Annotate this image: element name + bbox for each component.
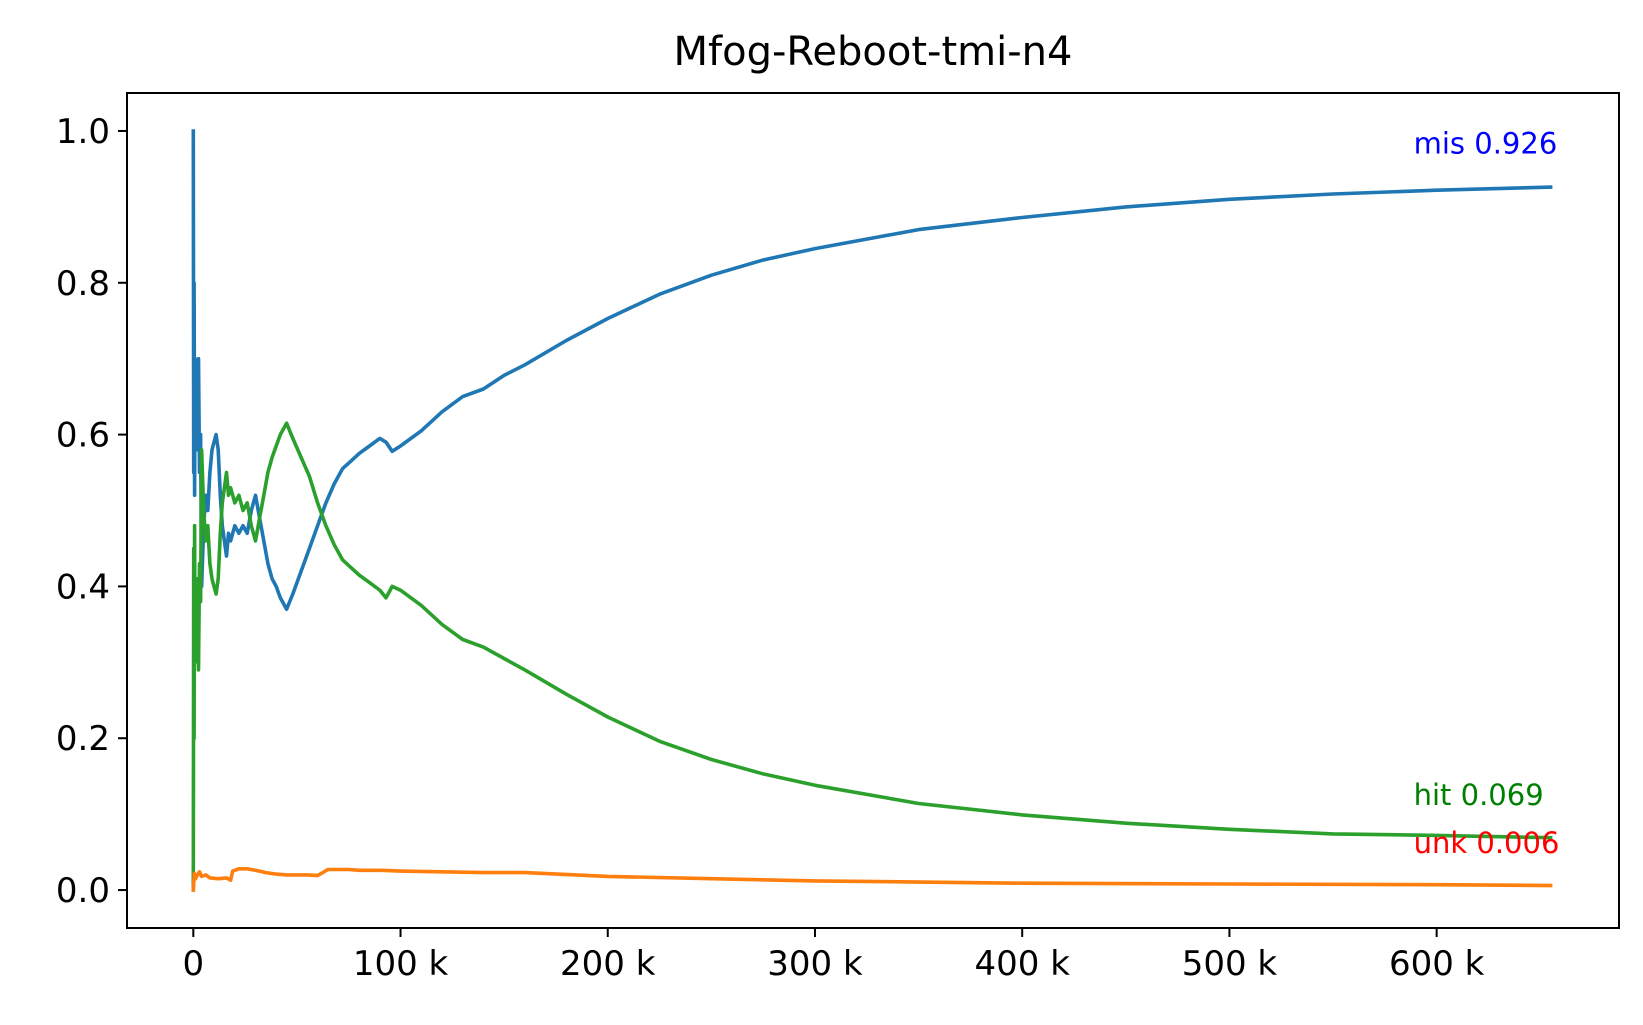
y-tick-label: 0.6	[56, 416, 110, 456]
x-tick-label: 600 k	[1389, 944, 1485, 984]
y-tick-label: 0.2	[56, 719, 110, 759]
x-tick-label: 0	[182, 944, 204, 984]
x-tick-label: 200 k	[560, 944, 656, 984]
end-label-unk: unk 0.006	[1414, 826, 1560, 860]
y-tick-label: 1.0	[56, 112, 110, 152]
end-label-mis: mis 0.926	[1414, 127, 1558, 161]
x-tick-label: 400 k	[974, 944, 1070, 984]
x-tick-label: 100 k	[353, 944, 449, 984]
series-line-hit	[191, 421, 1553, 892]
series-line-unk	[191, 866, 1553, 892]
y-tick-label: 0.0	[56, 871, 110, 911]
series-line-mis	[191, 129, 1553, 612]
axes: 0 100 k 200 k 300 k 400 k 500 k 600 k 0.0 0.2 0.4…	[56, 92, 1620, 984]
chart-title: Mfog-Reboot-tmi-n4	[674, 29, 1073, 75]
x-tick-label: 300 k	[767, 944, 863, 984]
series-layer	[191, 129, 1553, 892]
end-label-layer: mis 0.926 hit 0.069 unk 0.006	[1414, 127, 1560, 860]
plot-frame	[126, 92, 1620, 929]
x-tick-label: 500 k	[1182, 944, 1278, 984]
end-label-hit: hit 0.069	[1414, 778, 1544, 812]
y-tick-label: 0.8	[56, 264, 110, 304]
y-tick-label: 0.4	[56, 567, 110, 607]
